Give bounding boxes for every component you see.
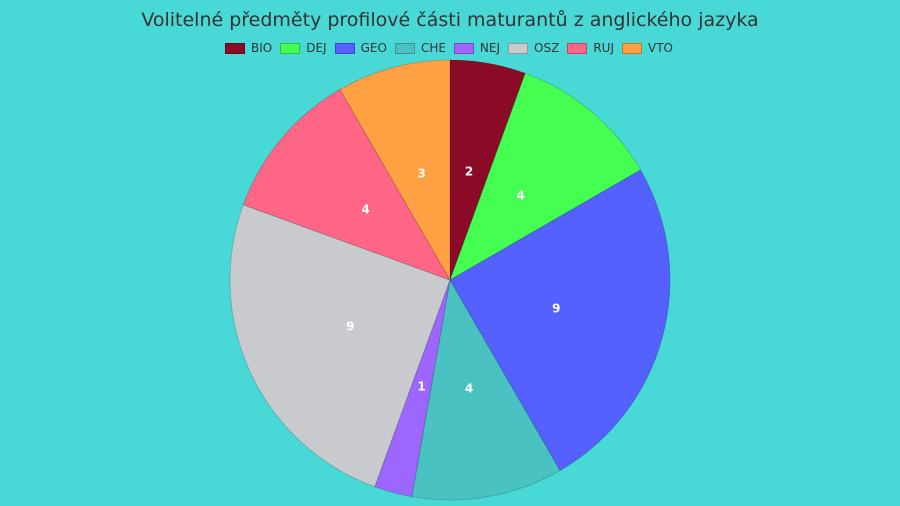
legend-swatch <box>622 42 642 54</box>
slice-vto[interactable] <box>339 59 451 282</box>
slice-label-bio: 2 <box>465 165 473 179</box>
legend-label: GEO <box>360 41 387 55</box>
slice-geo[interactable] <box>449 169 671 472</box>
legend-swatch <box>508 42 529 54</box>
legend-swatch <box>567 42 588 54</box>
legend-label: OSZ <box>534 41 560 55</box>
legend-item-ruj[interactable]: RUJ <box>567 41 614 55</box>
legend-item-geo[interactable]: GEO <box>334 41 387 55</box>
slice-label-nej: 1 <box>417 379 425 393</box>
legend-label: NEJ <box>479 41 501 55</box>
legend-label: RUJ <box>593 41 614 55</box>
slice-nej[interactable] <box>374 279 451 498</box>
slice-bio[interactable] <box>449 59 526 281</box>
slice-osz[interactable] <box>229 204 451 488</box>
slice-label-geo: 9 <box>552 301 560 315</box>
legend-item-bio[interactable]: BIO <box>225 41 272 55</box>
legend: BIO DEJ GEO CHE NEJ OSZ RUJ VTO <box>0 41 900 55</box>
legend-label: VTO <box>648 41 673 55</box>
legend-label: DEJ <box>306 41 327 55</box>
legend-label: BIO <box>251 41 273 55</box>
legend-item-vto[interactable]: VTO <box>622 41 673 55</box>
slice-label-che: 4 <box>465 381 473 395</box>
legend-swatch <box>334 42 355 54</box>
legend-swatch <box>453 42 474 54</box>
slice-label-osz: 9 <box>346 319 354 333</box>
chart-title: Volitelné předměty profilové části matur… <box>141 9 759 31</box>
slice-label-dej: 4 <box>517 189 525 203</box>
legend-swatch <box>280 42 301 54</box>
legend-swatch <box>394 42 415 54</box>
slice-che[interactable] <box>411 278 561 501</box>
legend-label: CHE <box>420 41 446 55</box>
legend-item-dej[interactable]: DEJ <box>280 41 327 55</box>
legend-item-che[interactable]: CHE <box>394 41 446 55</box>
slice-dej[interactable] <box>449 72 642 281</box>
slice-label-ruj: 4 <box>362 202 370 216</box>
slice-label-vto: 3 <box>417 167 425 181</box>
legend-item-nej[interactable]: NEJ <box>453 41 501 55</box>
legend-item-osz[interactable]: OSZ <box>508 41 559 55</box>
legend-swatch <box>225 42 246 54</box>
slice-ruj[interactable] <box>242 88 451 281</box>
